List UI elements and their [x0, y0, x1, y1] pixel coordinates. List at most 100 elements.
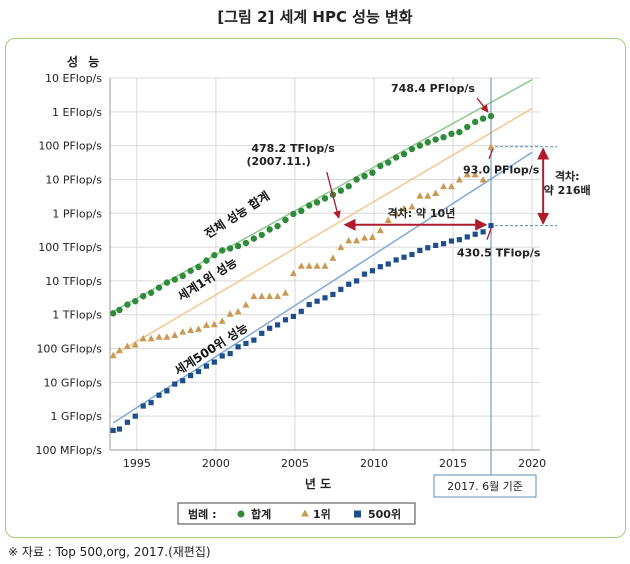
- point-total: [195, 263, 202, 271]
- hpc-performance-chart: 10 EFlop/s 1 EFlop/s 100 PFlop/s 10 PFlop/s…: [35, 55, 591, 525]
- y-tick-label: 1 TFlop/s: [52, 309, 102, 322]
- point-rank1: [368, 233, 376, 240]
- y-tick-label: 1 GFlop/s: [50, 410, 102, 423]
- point-total: [163, 279, 171, 286]
- point-rank500: [235, 344, 241, 350]
- gap-216-label: 격차:: [555, 169, 580, 183]
- legend-prefix: 범례 :: [188, 507, 216, 521]
- point-total: [416, 142, 424, 149]
- y-tick-label: 10 PFlop/s: [45, 173, 102, 186]
- legend-label-rank500: 500위: [368, 508, 401, 521]
- source-note: ※ 자료 : Top 500,org, 2017.(재편집): [8, 545, 211, 559]
- point-total: [392, 154, 400, 161]
- point-total: [258, 231, 265, 239]
- point-rank500: [148, 400, 154, 406]
- point-total: [385, 159, 392, 166]
- legend-marker-rank500: [354, 510, 361, 518]
- x-tick-label: 2000: [202, 457, 230, 470]
- annotation-748-label: 748.4 PFlop/s: [391, 82, 475, 95]
- point-total: [147, 289, 155, 296]
- point-rank500: [464, 234, 470, 240]
- point-rank1: [321, 262, 329, 269]
- point-rank1: [131, 340, 139, 348]
- point-rank1: [353, 236, 361, 244]
- point-total: [282, 216, 289, 224]
- point-total: [479, 115, 487, 122]
- point-total: [226, 245, 234, 252]
- point-total: [361, 172, 368, 180]
- point-rank1: [179, 328, 187, 335]
- point-rank500: [219, 353, 225, 359]
- y-tick-label: 1 EFlop/s: [52, 106, 102, 119]
- point-rank1: [210, 320, 218, 328]
- annotation-430-label: 430.5 TFlop/s: [457, 247, 541, 260]
- point-total: [116, 306, 123, 314]
- point-rank500: [409, 251, 415, 258]
- point-total: [171, 276, 179, 283]
- point-rank500: [298, 308, 304, 314]
- figure-title: [그림 2] 세계 HPC 성능 변화: [217, 8, 413, 26]
- x-tick-label: 2015: [439, 457, 467, 470]
- point-total: [337, 187, 345, 194]
- point-rank500: [338, 286, 344, 292]
- point-total: [132, 298, 139, 305]
- point-total: [353, 176, 360, 183]
- point-total: [400, 150, 408, 158]
- point-rank500: [361, 271, 368, 277]
- point-rank1: [258, 292, 266, 300]
- point-rank1: [337, 243, 345, 251]
- point-total: [432, 136, 439, 143]
- point-rank500: [267, 325, 273, 331]
- point-rank500: [488, 223, 494, 229]
- point-rank1: [329, 254, 337, 261]
- point-total: [179, 272, 186, 280]
- trend-line-2: [112, 151, 533, 424]
- point-total: [424, 139, 431, 146]
- point-rank500: [433, 242, 439, 248]
- point-rank1: [250, 292, 258, 300]
- point-rank1: [139, 334, 147, 342]
- point-total: [234, 242, 242, 250]
- point-rank1: [487, 143, 495, 150]
- point-rank1: [163, 333, 171, 340]
- point-rank500: [110, 427, 116, 433]
- point-rank500: [456, 237, 462, 243]
- point-total: [155, 284, 163, 291]
- point-total: [313, 199, 321, 206]
- x-tick-label: 2020: [518, 457, 546, 470]
- y-tick-label: 1 PFlop/s: [52, 207, 102, 220]
- point-total: [250, 235, 258, 242]
- point-rank1: [289, 269, 297, 277]
- x-tick-label: 2005: [281, 457, 309, 470]
- point-rank500: [369, 268, 376, 274]
- annotation-478-arrow: [326, 171, 341, 219]
- point-total: [345, 183, 352, 190]
- point-rank1: [305, 262, 313, 269]
- point-rank1: [226, 310, 234, 317]
- point-total: [109, 310, 117, 317]
- point-rank1: [361, 234, 369, 241]
- gap-10yr-label: 격차: 약 10년: [387, 206, 455, 220]
- point-rank500: [164, 388, 170, 394]
- point-rank1: [376, 226, 384, 234]
- point-rank500: [156, 392, 162, 398]
- point-rank1: [424, 192, 432, 199]
- gap-216-value: 약 216배: [544, 183, 591, 197]
- point-rank500: [385, 261, 391, 267]
- y-tick-label: 10 GFlop/s: [43, 376, 102, 389]
- point-rank500: [116, 426, 123, 432]
- point-rank1: [463, 170, 471, 178]
- point-total: [124, 301, 131, 308]
- point-rank1: [187, 326, 195, 333]
- point-rank500: [393, 257, 399, 263]
- point-rank500: [377, 264, 383, 270]
- point-total: [187, 267, 194, 274]
- point-total: [471, 118, 479, 126]
- point-rank1: [400, 205, 408, 212]
- point-total: [377, 162, 384, 170]
- y-tick-label: 100 GFlop/s: [36, 343, 102, 356]
- point-rank500: [322, 295, 328, 301]
- point-total: [321, 195, 329, 202]
- point-rank500: [354, 278, 360, 284]
- point-rank1: [455, 175, 463, 183]
